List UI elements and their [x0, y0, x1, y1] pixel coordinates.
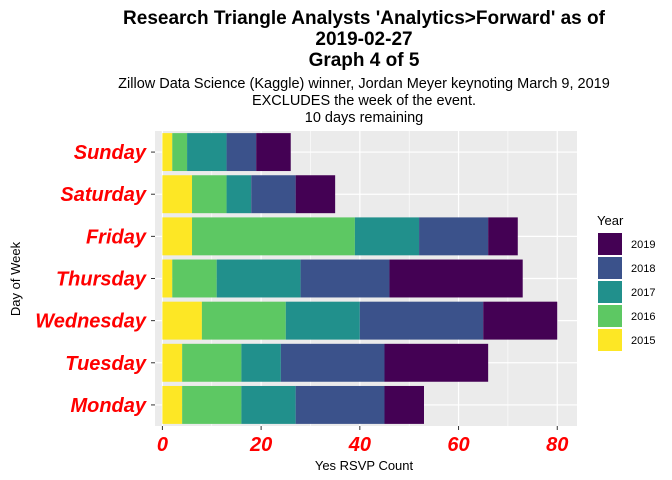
bars [162, 133, 558, 424]
bar-wednesday-2015 [162, 301, 202, 340]
bar-thursday-2018 [300, 259, 390, 298]
legend-swatch-2018 [598, 257, 622, 279]
bar-friday-2019 [488, 217, 518, 256]
bar-wednesday-2016 [201, 301, 286, 340]
y-tick-label-sunday: Sunday [74, 142, 147, 164]
legend-swatch-2019 [598, 233, 622, 255]
bar-friday-2017 [354, 217, 420, 256]
bar-thursday-2017 [216, 259, 301, 298]
chart-title-line-1: Research Triangle Analysts 'Analytics>Fo… [123, 8, 606, 29]
legend-label-2016: 2016 [631, 311, 655, 323]
bar-saturday-2017 [226, 175, 252, 214]
legend: Year 2019 2018 2017 2016 2015 [597, 213, 655, 351]
legend-swatch-2015 [598, 329, 622, 351]
bar-thursday-2019 [389, 259, 523, 298]
bar-monday-2017 [241, 385, 296, 424]
chart-subtitle-line-3: 10 days remaining [305, 110, 424, 126]
y-axis-title: Day of Week [8, 241, 23, 316]
bar-tuesday-2018 [280, 343, 385, 382]
x-tick-label: 20 [249, 434, 272, 456]
bar-friday-2018 [419, 217, 489, 256]
x-tick-label: 60 [447, 434, 469, 456]
chart-subtitle-line-2: EXCLUDES the week of the event. [252, 93, 476, 109]
bar-saturday-2016 [192, 175, 227, 214]
bar-monday-2018 [295, 385, 385, 424]
bar-saturday-2019 [295, 175, 336, 214]
y-axis: Sunday Saturday Friday Thursday Wednesday Tue… [35, 142, 155, 417]
legend-label-2018: 2018 [631, 263, 655, 275]
y-tick-label-tuesday: Tuesday [65, 353, 147, 375]
x-tick-label: 0 [157, 434, 168, 456]
chart-subtitle-line-1: Zillow Data Science (Kaggle) winner, Jor… [118, 76, 610, 92]
bar-friday-2016 [192, 217, 355, 256]
legend-swatch-2017 [598, 281, 622, 303]
x-axis-title: Yes RSVP Count [315, 458, 414, 473]
bar-sunday-2017 [187, 133, 227, 172]
bar-sunday-2016 [172, 133, 188, 172]
bar-sunday-2019 [256, 133, 291, 172]
x-tick-label: 40 [348, 434, 371, 456]
bar-thursday-2016 [172, 259, 217, 298]
legend-label-2019: 2019 [631, 239, 655, 251]
y-tick-label-friday: Friday [86, 226, 147, 248]
y-tick-label-thursday: Thursday [56, 269, 147, 291]
bar-tuesday-2015 [162, 343, 183, 382]
bar-tuesday-2017 [241, 343, 281, 382]
bar-wednesday-2017 [285, 301, 360, 340]
y-tick-label-wednesday: Wednesday [35, 311, 147, 333]
bar-thursday-2015 [162, 259, 173, 298]
chart-title-line-3: Graph 4 of 5 [309, 50, 420, 71]
legend-title: Year [597, 213, 624, 228]
legend-swatch-2016 [598, 305, 622, 327]
bar-saturday-2018 [251, 175, 296, 214]
bar-monday-2019 [384, 385, 424, 424]
legend-label-2017: 2017 [631, 287, 655, 299]
bar-monday-2016 [182, 385, 242, 424]
y-tick-label-saturday: Saturday [60, 184, 146, 206]
bar-friday-2015 [162, 217, 193, 256]
bar-wednesday-2019 [483, 301, 558, 340]
y-tick-label-monday: Monday [70, 395, 146, 417]
bar-wednesday-2018 [359, 301, 484, 340]
chart-title-line-2: 2019-02-27 [315, 29, 412, 50]
x-tick-label: 80 [546, 434, 568, 456]
bar-tuesday-2016 [182, 343, 242, 382]
x-axis: 0 20 40 60 80 [157, 426, 568, 456]
legend-label-2015: 2015 [631, 335, 655, 347]
bar-monday-2015 [162, 385, 183, 424]
bar-tuesday-2019 [384, 343, 489, 382]
bar-sunday-2018 [226, 133, 257, 172]
bar-sunday-2015 [162, 133, 173, 172]
bar-saturday-2015 [162, 175, 193, 214]
